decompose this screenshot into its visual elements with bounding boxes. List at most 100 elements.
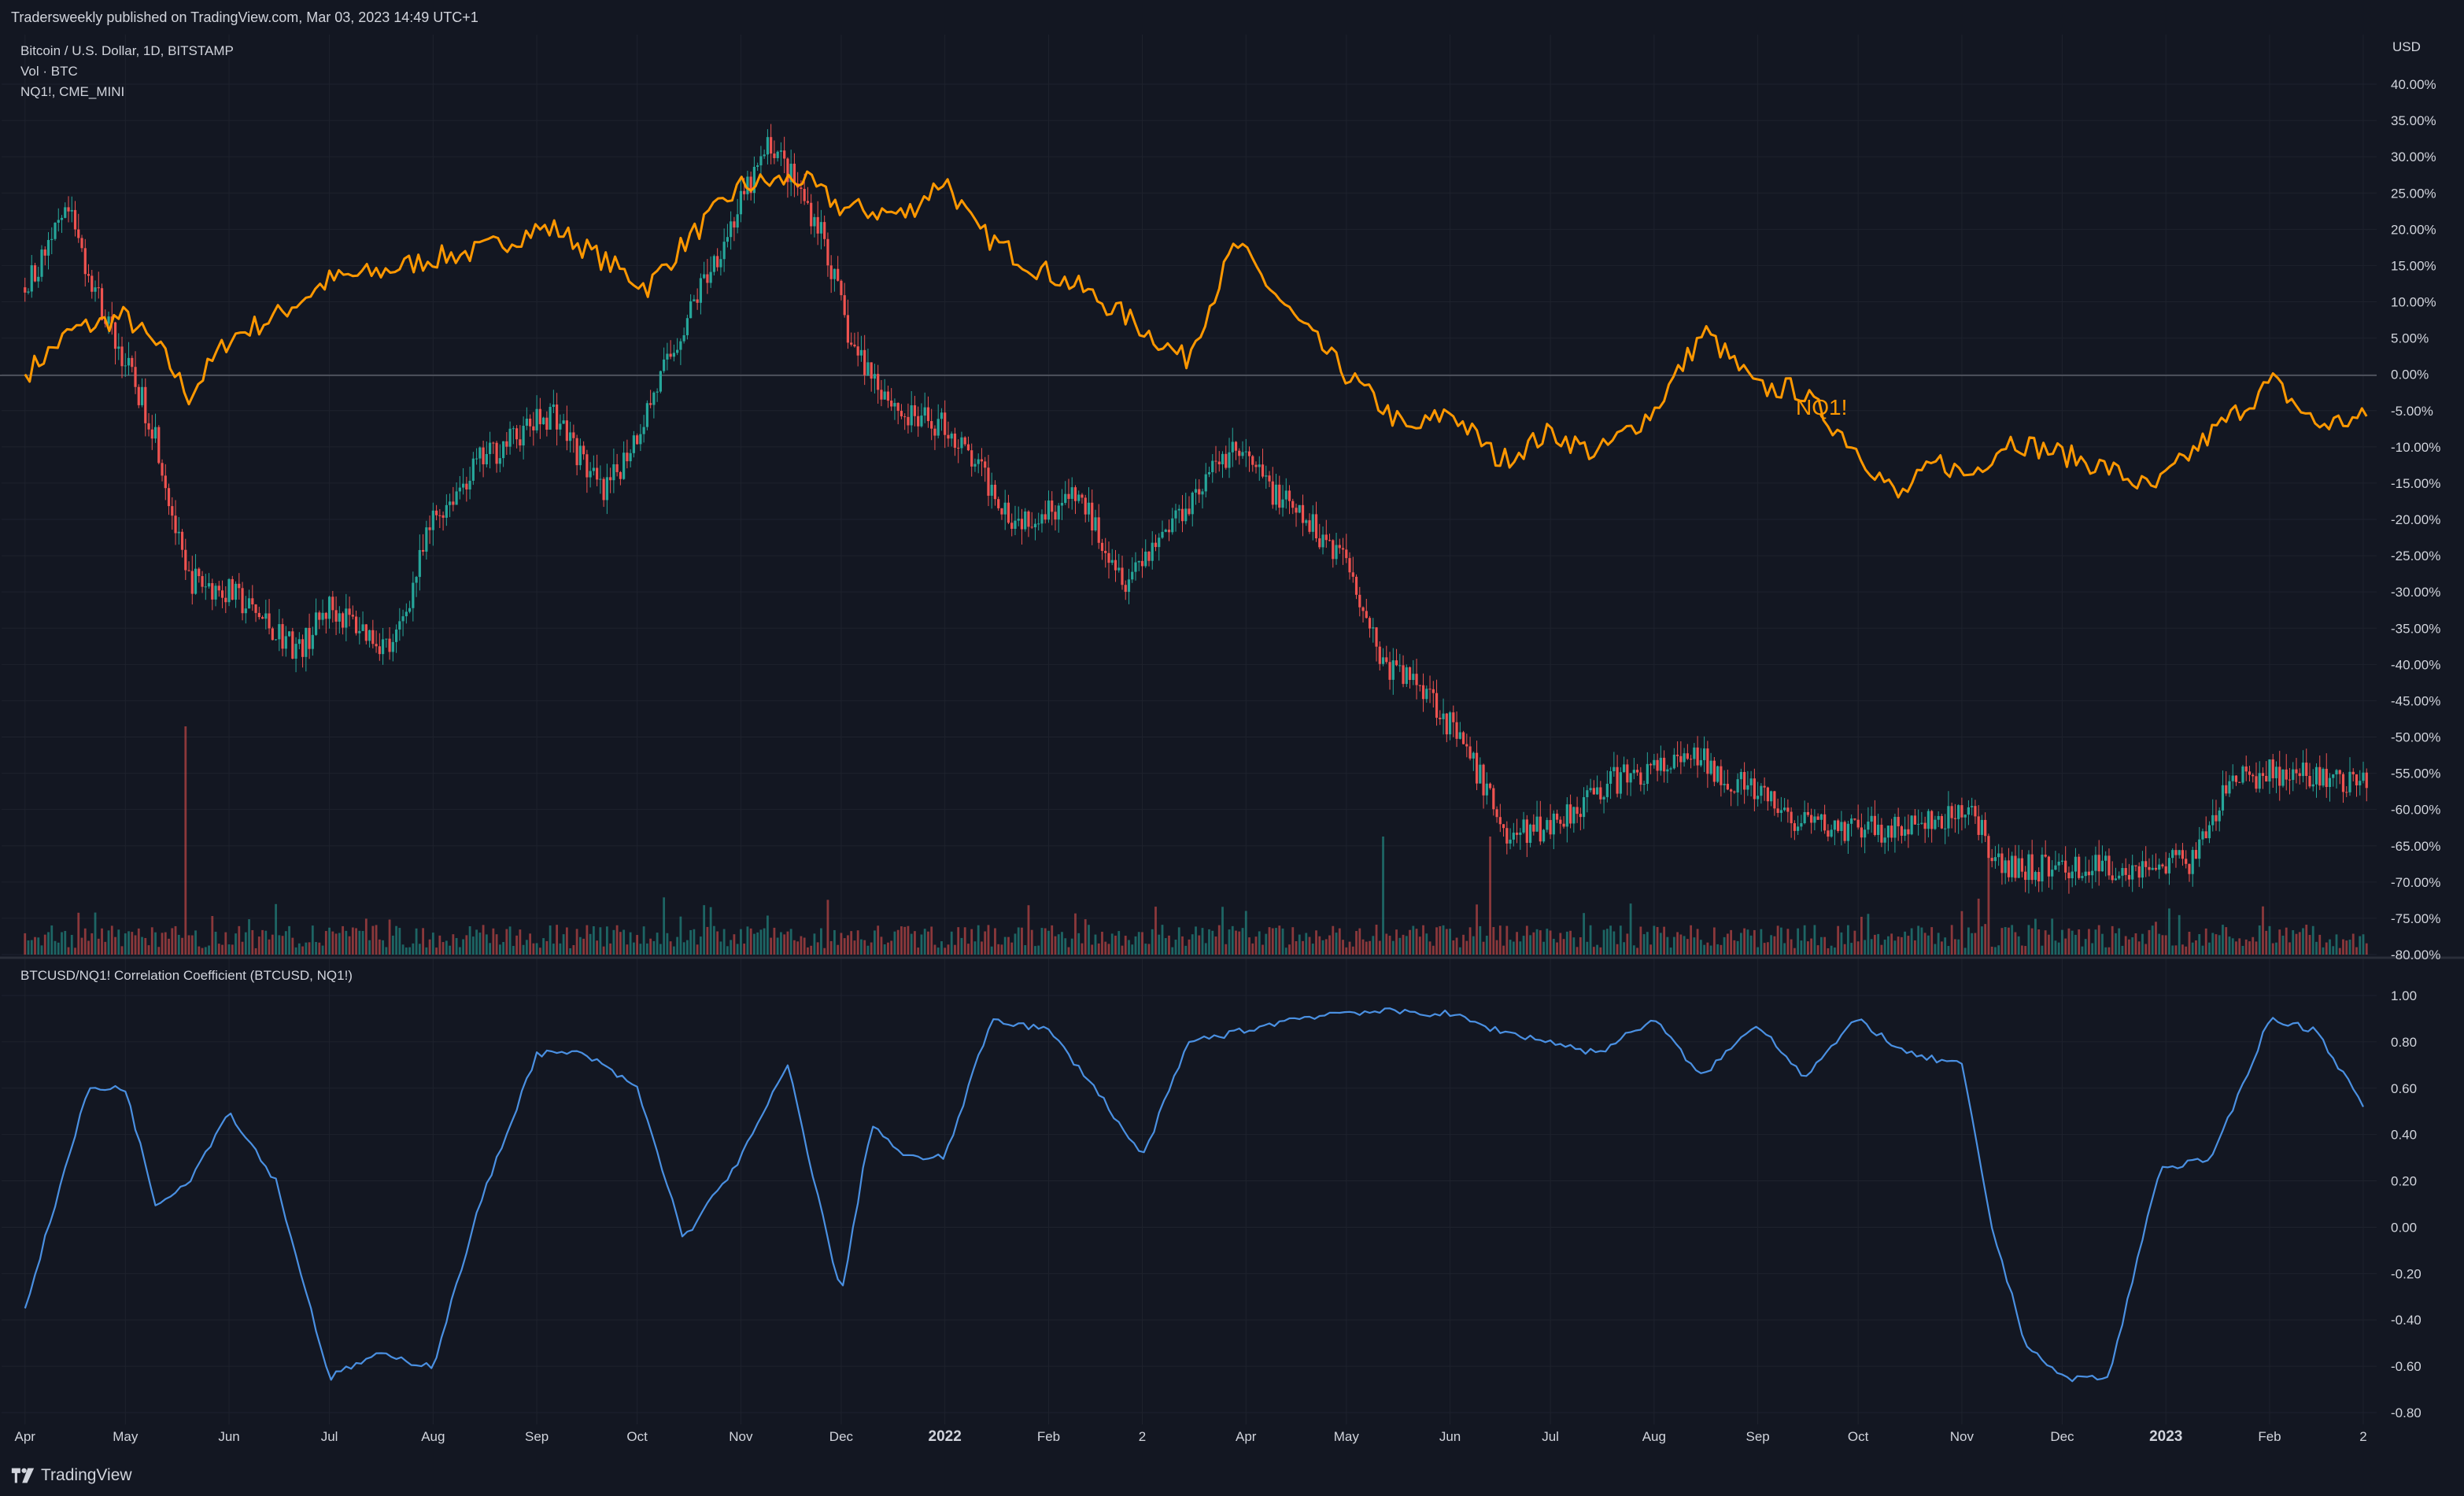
candle-body [2178, 850, 2181, 855]
volume-bar [1950, 925, 1953, 955]
volume-bar [1201, 928, 1204, 955]
volume-bar [1361, 939, 1365, 955]
candle-body [1703, 748, 1706, 760]
candle-body [1388, 662, 1391, 680]
volume-bar [973, 941, 977, 955]
candle-body [1161, 531, 1164, 538]
volume-bar [1679, 934, 1683, 955]
candle-body [1810, 814, 1813, 823]
volume-bar [2158, 933, 2161, 955]
candle-body [1525, 819, 1528, 844]
volume-bar [1823, 936, 1827, 955]
volume-bar [2004, 927, 2007, 955]
volume-bar [1070, 938, 1073, 955]
candle-body [1391, 660, 1395, 680]
volume-bar [1556, 942, 1558, 955]
volume-bar [117, 929, 120, 955]
candle-body [953, 433, 957, 448]
time-axis-label: Jul [321, 1429, 338, 1444]
volume-bar [596, 940, 599, 955]
candle-body [244, 608, 247, 614]
legend-symbol[interactable]: Bitcoin / U.S. Dollar, 1D, BITSTAMP [20, 43, 234, 58]
volume-bar [1977, 898, 1980, 955]
volume-bar [923, 929, 926, 955]
candle-body [1465, 744, 1468, 747]
candle-body [977, 459, 980, 464]
volume-bar [1890, 933, 1893, 955]
volume-bar [1763, 943, 1766, 955]
candle-body [525, 419, 528, 427]
candle-body [502, 441, 505, 459]
volume-bar [2151, 925, 2154, 955]
candle-body [1174, 510, 1177, 519]
volume-bar [1101, 931, 1103, 955]
candle-body [706, 274, 709, 283]
volume-bar [291, 937, 294, 955]
legend-volume[interactable]: Vol · BTC [20, 64, 78, 79]
volume-bar [1117, 931, 1121, 955]
candle-body [1144, 552, 1147, 567]
time-axis-label: Feb [1037, 1429, 1060, 1444]
volume-bar [2188, 932, 2191, 955]
volume-bar [1532, 932, 1535, 955]
candle-body [1158, 537, 1161, 548]
volume-bar [2178, 914, 2181, 955]
volume-bar [1653, 925, 1656, 955]
candle-body [1381, 657, 1385, 664]
volume-bar [1174, 940, 1177, 955]
candle-body [1505, 828, 1509, 844]
volume-bar [2017, 936, 2020, 955]
candle-body [1649, 763, 1653, 766]
candle-body [294, 644, 297, 659]
volume-bar [1342, 940, 1344, 955]
volume-bar [990, 946, 993, 955]
candle-body [278, 624, 281, 640]
candle-body [2322, 768, 2325, 786]
volume-bar [2198, 934, 2201, 955]
volume-bar [1562, 939, 1565, 955]
candle-body [1659, 757, 1662, 771]
volume-bar [940, 941, 943, 955]
indicator-title[interactable]: BTCUSD/NQ1! Correlation Coefficient (BTC… [20, 968, 353, 983]
candle-body [361, 624, 364, 631]
volume-bar [1659, 933, 1662, 955]
corr-axis-label: -0.80 [2391, 1406, 2422, 1420]
volume-bar [1298, 934, 1301, 955]
volume-bar [709, 907, 712, 955]
candle-body [1913, 815, 1917, 825]
volume-bar [334, 933, 338, 955]
candle-body [351, 615, 354, 617]
volume-bar [505, 929, 508, 955]
volume-bar [1746, 929, 1749, 955]
candle-body [1963, 814, 1967, 818]
volume-bar [1626, 933, 1629, 955]
candle-body [1167, 530, 1171, 533]
candle-body [859, 349, 863, 356]
legend-compare[interactable]: NQ1!, CME_MINI [20, 84, 125, 99]
volume-bar [297, 943, 301, 955]
volume-bar [284, 931, 287, 955]
candle-body [1261, 464, 1265, 477]
volume-bar [150, 927, 153, 955]
volume-bar [1425, 933, 1428, 955]
candle-body [2137, 866, 2141, 878]
volume-bar [927, 931, 929, 955]
volume-bar [2037, 929, 2041, 955]
volume-bar [793, 940, 796, 955]
candle-body [2325, 768, 2328, 788]
volume-bar [773, 927, 776, 955]
candle-body [2154, 867, 2158, 870]
volume-bar [1228, 929, 1231, 955]
candle-body [1385, 657, 1388, 663]
candle-body [1247, 451, 1251, 456]
candle-body [515, 428, 519, 440]
candle-body [619, 471, 622, 479]
volume-bar [1609, 925, 1612, 955]
volume-bar [1315, 930, 1317, 955]
candle-body [1271, 481, 1274, 505]
candle-body [773, 153, 776, 158]
candle-body [257, 612, 260, 618]
candle-body [314, 612, 318, 635]
candle-body [1117, 567, 1121, 571]
